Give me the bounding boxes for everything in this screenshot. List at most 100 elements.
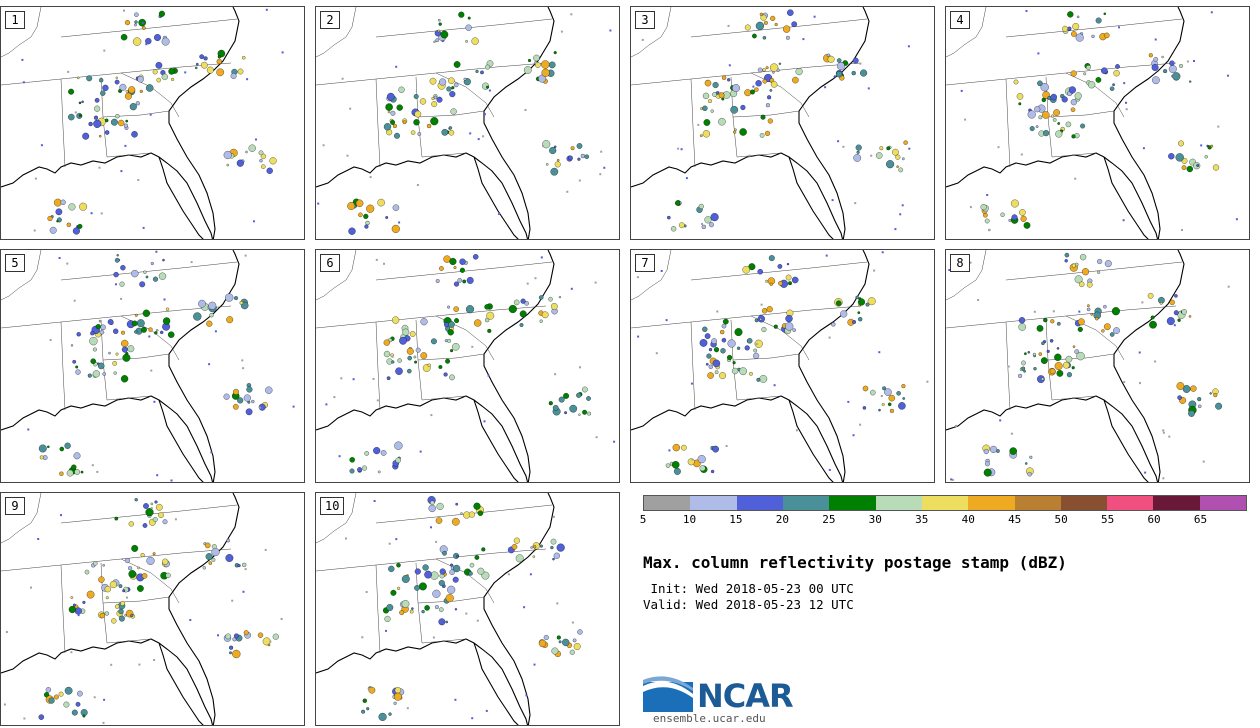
storm-cell: [1061, 96, 1068, 103]
storm-cell: [77, 690, 83, 697]
storm-cell: [670, 226, 677, 232]
storm-cell: [459, 267, 465, 273]
storm-cell: [137, 585, 144, 592]
storm-cell: [1081, 268, 1090, 276]
storm-cell: [977, 299, 980, 301]
storm-cell: [450, 108, 457, 115]
storm-cell: [704, 216, 712, 224]
storm-cell: [556, 602, 559, 605]
storm-cell: [137, 76, 144, 83]
coastline: [316, 152, 529, 239]
storm-cell: [401, 575, 410, 583]
storm-cell: [1097, 270, 1101, 274]
storm-cell: [1062, 25, 1068, 32]
storm-cell: [361, 636, 364, 639]
storm-cell: [385, 103, 393, 111]
storm-cell: [716, 310, 719, 313]
storm-cell: [60, 514, 62, 517]
storm-cell: [732, 84, 740, 93]
storm-cell: [1020, 215, 1027, 222]
reflectivity-map: [316, 7, 612, 239]
storm-cell: [673, 467, 681, 475]
storm-cell: [392, 204, 400, 211]
storm-cell: [678, 222, 685, 229]
storm-cell: [410, 130, 416, 135]
storm-cell: [399, 336, 407, 345]
storm-cell: [139, 89, 143, 93]
storm-cell: [543, 634, 549, 641]
storm-cell: [439, 266, 444, 271]
storm-cell: [102, 721, 105, 724]
storm-cell: [202, 566, 206, 570]
storm-cell: [88, 121, 93, 127]
state-border: [375, 18, 553, 38]
storm-cell: [38, 714, 45, 720]
storm-cell: [82, 132, 90, 140]
storm-cell: [141, 573, 148, 579]
storm-cell: [752, 33, 757, 39]
storm-cell: [881, 403, 885, 406]
storm-cell: [889, 408, 894, 413]
storm-cell: [1066, 372, 1072, 378]
storm-cell: [566, 190, 569, 193]
storm-cell: [556, 543, 565, 552]
storm-cell: [826, 53, 831, 57]
colorbar-tick-label: 60: [1147, 513, 1161, 526]
storm-cell: [836, 62, 845, 70]
reflectivity-map: [1, 493, 283, 725]
storm-cell: [74, 469, 81, 475]
storm-cell: [1029, 455, 1033, 459]
storm-cell: [710, 469, 715, 474]
storm-cell: [901, 384, 906, 389]
storm-cell: [459, 258, 466, 265]
storm-cell: [415, 347, 421, 353]
storm-cell: [480, 70, 484, 75]
storm-cell: [882, 386, 887, 391]
state-border: [690, 321, 696, 411]
storm-cell: [206, 320, 213, 327]
ensemble-member-panel: 9: [0, 492, 305, 726]
storm-cell: [691, 458, 694, 461]
storm-cell: [131, 544, 139, 552]
storm-cell: [550, 538, 557, 545]
state-border: [736, 395, 782, 401]
storm-cell: [553, 145, 557, 149]
storm-cell: [395, 538, 398, 541]
storm-cell: [1181, 309, 1187, 315]
storm-cell: [390, 119, 396, 125]
storm-cell: [259, 159, 263, 163]
storm-cell: [148, 335, 151, 338]
storm-cell: [770, 81, 778, 88]
storm-cell: [1075, 33, 1084, 42]
storm-cell: [515, 554, 524, 563]
storm-cell: [778, 62, 782, 65]
storm-cell: [1076, 15, 1080, 19]
storm-cell: [375, 258, 378, 261]
storm-cell: [1122, 219, 1125, 222]
state-border: [736, 152, 782, 158]
storm-cell: [539, 319, 543, 323]
storm-cell: [449, 91, 456, 98]
storm-cell: [325, 403, 328, 406]
storm-cell: [1070, 70, 1077, 77]
reflectivity-colorbar: [643, 495, 1247, 511]
state-border: [60, 18, 238, 38]
storm-cell: [755, 21, 765, 31]
reflectivity-map: [316, 493, 583, 725]
storm-cell: [1161, 55, 1164, 59]
storm-cell: [507, 573, 510, 576]
storm-cell: [836, 58, 842, 63]
storm-cell: [120, 33, 128, 41]
storm-cell: [143, 270, 147, 274]
coastline: [946, 395, 1159, 482]
storm-cell: [1204, 155, 1208, 159]
storm-cell: [1103, 12, 1107, 16]
storm-cell: [435, 38, 440, 43]
storm-cell: [702, 130, 711, 138]
storm-cell: [1197, 404, 1202, 409]
storm-cell: [1013, 79, 1019, 85]
storm-cell: [1162, 429, 1165, 432]
storm-cell: [569, 404, 578, 413]
storm-cell: [134, 20, 138, 24]
storm-cell: [251, 399, 255, 404]
